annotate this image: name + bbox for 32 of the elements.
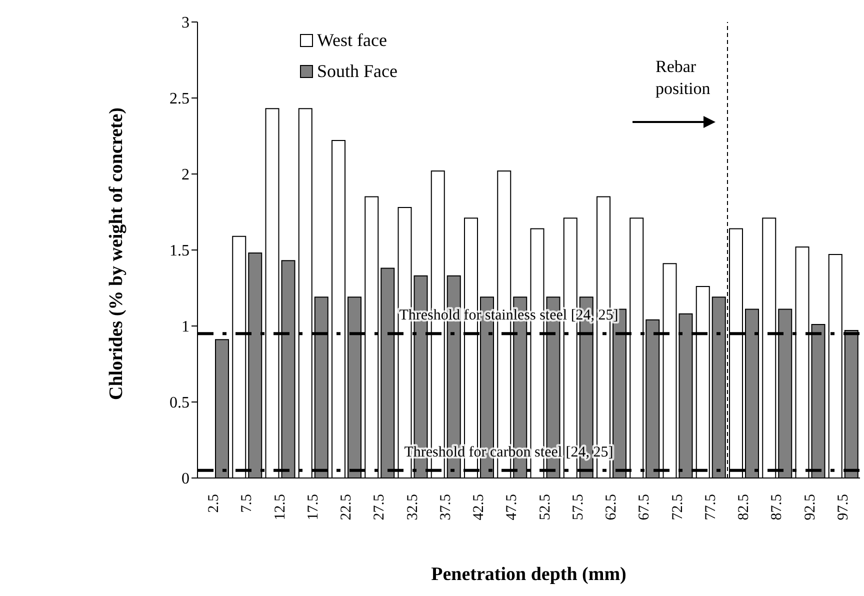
x-tick-label: 87.5 (769, 494, 786, 520)
ref-line-label: Rebar position (656, 57, 711, 98)
y-tick-label: 2 (182, 166, 190, 184)
x-tick-label: 37.5 (438, 494, 454, 520)
x-tick-label: 47.5 (504, 494, 520, 520)
x-tick-label: 62.5 (604, 494, 620, 520)
x-tick-label: 27.5 (372, 494, 388, 520)
y-tick-label: 1 (182, 318, 190, 336)
legend-label: West face (317, 30, 388, 51)
x-tick-label: 92.5 (802, 494, 818, 520)
x-tick-label: 82.5 (736, 494, 752, 520)
x-tick-label: 52.5 (537, 494, 554, 520)
x-tick-label: 7.5 (239, 494, 256, 513)
y-tick-label: 1.5 (170, 242, 190, 260)
x-tick-label: 67.5 (636, 494, 653, 520)
y-tick-label: 0 (182, 470, 190, 488)
x-tick-label: 22.5 (338, 494, 355, 520)
x-axis-title: Penetration depth (mm) (431, 564, 626, 585)
y-tick-label: 3 (182, 14, 190, 32)
x-tick-label: 57.5 (570, 494, 586, 520)
legend-label: South Face (317, 61, 398, 82)
x-tick-label: 17.5 (305, 494, 322, 520)
y-tick-label: 0.5 (170, 394, 190, 412)
x-tick-label: 12.5 (272, 494, 288, 520)
y-tick-label: 2.5 (170, 90, 190, 108)
x-tick-label: 77.5 (702, 494, 719, 520)
y-axis-title: Chlorides (% by weight of concrete) (106, 107, 128, 400)
x-tick-label: 42.5 (471, 494, 488, 520)
x-tick-label: 2.5 (206, 494, 222, 513)
x-tick-label: 97.5 (835, 494, 852, 520)
x-tick-label: 72.5 (670, 494, 686, 520)
x-tick-label: 32.5 (404, 494, 421, 520)
